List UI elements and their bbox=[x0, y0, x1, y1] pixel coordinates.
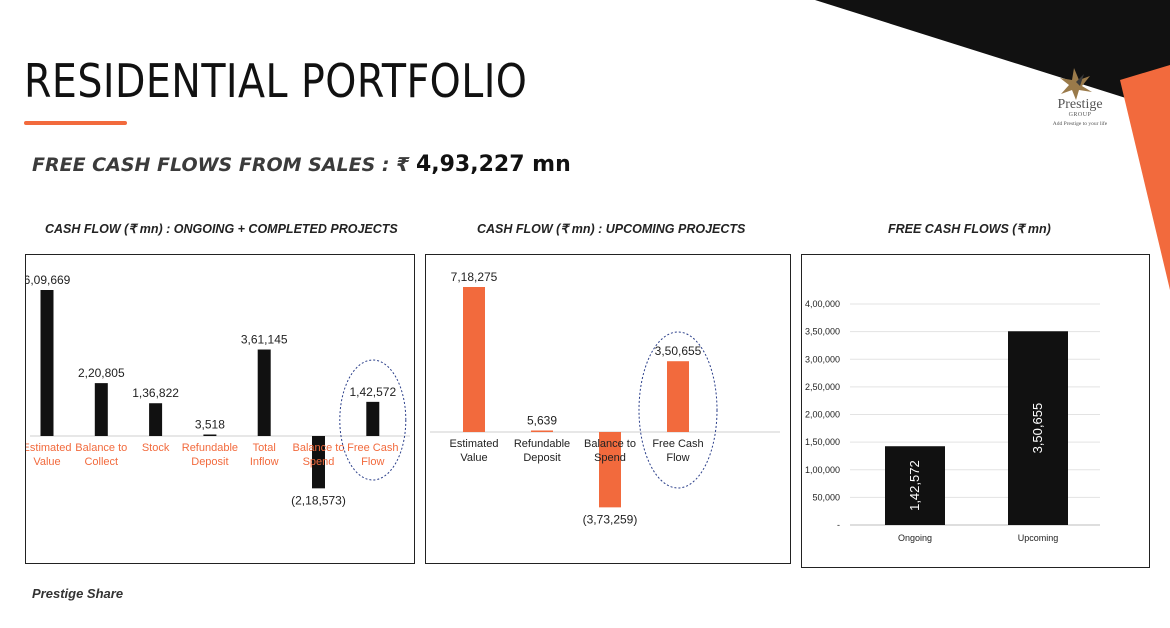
bar-balance-to-spend bbox=[312, 436, 325, 489]
chart2-title: CASH FLOW (₹ mn) : UPCOMING PROJECTS bbox=[477, 222, 746, 236]
corner-black-band bbox=[815, 0, 1170, 112]
chart3-plot: - 50,000 1,00,000 1,50,000 2,00,000 2,50,000 3… bbox=[805, 299, 1100, 543]
chart1-title: CASH FLOW (₹ mn) : ONGOING + COMPLETED P… bbox=[45, 222, 398, 236]
y-tick-label-4: 2,00,000 bbox=[805, 410, 840, 420]
category-label-balance-to-spend-1: Balance to bbox=[584, 438, 636, 450]
category-label-estimated-value-2: Value bbox=[33, 456, 60, 468]
data-label-estimated-value: 7,18,275 bbox=[451, 270, 498, 284]
category-label-total-inflow-1: Total bbox=[253, 442, 276, 454]
category-label-upcoming: Upcoming bbox=[1018, 533, 1059, 543]
bar-free-cash-flow bbox=[667, 361, 689, 432]
bar-balance-to-collect bbox=[94, 383, 108, 436]
title-underline bbox=[24, 121, 127, 125]
footer-note: Prestige Share bbox=[32, 586, 124, 601]
bar-free-cash-flow bbox=[366, 401, 380, 436]
category-label-estimated-value-1: Estimated bbox=[26, 442, 71, 454]
highlight-ellipse-free-cash-flow bbox=[638, 331, 718, 489]
category-label-free-cash-flow-1: Free Cash bbox=[347, 442, 398, 454]
prestige-logo-icon bbox=[1060, 68, 1092, 100]
chart1-plot: 6,09,669 Estimated Value 2,20,805 Balance to… bbox=[26, 273, 410, 507]
bar-stock bbox=[149, 403, 163, 436]
y-tick-label-2: 1,00,000 bbox=[805, 465, 840, 475]
bar-refundable-deposit bbox=[203, 434, 217, 436]
y-tick-label-8: 4,00,000 bbox=[805, 299, 840, 309]
y-tick-label-3: 1,50,000 bbox=[805, 437, 840, 447]
y-tick-label-1: 50,000 bbox=[812, 492, 840, 502]
corner-orange-band bbox=[1120, 65, 1170, 290]
data-label-refundable-deposit: 3,518 bbox=[195, 418, 225, 432]
category-label-balance-to-spend-1: Balance to bbox=[293, 442, 345, 454]
category-label-estimated-value-2: Value bbox=[460, 452, 487, 464]
category-label-free-cash-flow-2: Flow bbox=[361, 456, 384, 468]
category-label-balance-to-spend-2: Spend bbox=[594, 452, 626, 464]
subtitle-amount: 4,93,227 mn bbox=[415, 152, 571, 177]
page-title: RESIDENTIAL PORTFOLIO bbox=[24, 54, 528, 108]
category-label-refundable-deposit-2: Deposit bbox=[191, 456, 228, 468]
data-label-balance-to-spend: (2,18,573) bbox=[291, 493, 346, 507]
category-label-balance-to-collect-2: Collect bbox=[84, 456, 118, 468]
bar-total-inflow bbox=[257, 349, 271, 436]
subtitle-prefix: FREE CASH FLOWS FROM SALES : ₹ bbox=[32, 154, 416, 176]
y-tick-label-6: 3,00,000 bbox=[805, 354, 840, 364]
category-label-ongoing: Ongoing bbox=[898, 533, 932, 543]
data-label-estimated-value: 6,09,669 bbox=[26, 273, 71, 287]
data-label-upcoming: 3,50,655 bbox=[1030, 403, 1045, 454]
category-label-refundable-deposit-1: Refundable bbox=[514, 438, 570, 450]
bar-upcoming bbox=[1008, 331, 1068, 525]
chart3-title: FREE CASH FLOWS (₹ mn) bbox=[888, 222, 1051, 236]
y-tick-label-0: - bbox=[837, 520, 840, 530]
category-label-total-inflow-2: Inflow bbox=[250, 456, 279, 468]
data-label-free-cash-flow: 1,42,572 bbox=[349, 385, 396, 399]
logo-name: Prestige bbox=[1057, 97, 1103, 112]
bar-estimated-value bbox=[463, 287, 485, 432]
category-label-refundable-deposit-2: Deposit bbox=[523, 452, 560, 464]
chart2-plot: 7,18,275 Estimated Value 5,639 Refundable Dep… bbox=[430, 270, 780, 526]
highlight-ellipse-free-cash-flow bbox=[339, 359, 407, 481]
bar-refundable-deposit bbox=[531, 430, 553, 432]
bar-estimated-value bbox=[40, 290, 54, 436]
data-label-stock: 1,36,822 bbox=[132, 386, 179, 400]
category-label-free-cash-flow-2: Flow bbox=[666, 452, 689, 464]
bar-ongoing bbox=[885, 446, 945, 525]
logo-tagline: Add Prestige to your life bbox=[1052, 121, 1108, 127]
page-subtitle: FREE CASH FLOWS FROM SALES : ₹ 4,93,227 … bbox=[32, 152, 571, 177]
category-label-refundable-deposit-1: Refundable bbox=[182, 442, 238, 454]
data-label-total-inflow: 3,61,145 bbox=[241, 333, 288, 347]
y-tick-label-5: 2,50,000 bbox=[805, 382, 840, 392]
category-label-balance-to-spend-2: Spend bbox=[303, 456, 335, 468]
data-label-balance-to-collect: 2,20,805 bbox=[78, 366, 125, 380]
data-label-ongoing: 1,42,572 bbox=[907, 460, 922, 511]
category-label-estimated-value-1: Estimated bbox=[450, 438, 499, 450]
category-label-free-cash-flow-1: Free Cash bbox=[652, 438, 703, 450]
data-label-balance-to-spend: (3,73,259) bbox=[583, 512, 638, 526]
y-tick-label-7: 3,50,000 bbox=[805, 327, 840, 337]
bar-balance-to-spend bbox=[599, 432, 621, 508]
data-label-refundable-deposit: 5,639 bbox=[527, 414, 557, 428]
logo-group: GROUP bbox=[1068, 112, 1092, 118]
chart2-frame: 7,18,275 Estimated Value 5,639 Refundable Dep… bbox=[425, 254, 791, 564]
chart1-frame: 6,09,669 Estimated Value 2,20,805 Balance to… bbox=[25, 254, 415, 564]
category-label-stock: Stock bbox=[142, 442, 170, 454]
data-label-free-cash-flow: 3,50,655 bbox=[655, 344, 702, 358]
category-label-balance-to-collect-1: Balance to bbox=[75, 442, 127, 454]
chart3-frame: - 50,000 1,00,000 1,50,000 2,00,000 2,50,000 3… bbox=[801, 254, 1150, 568]
